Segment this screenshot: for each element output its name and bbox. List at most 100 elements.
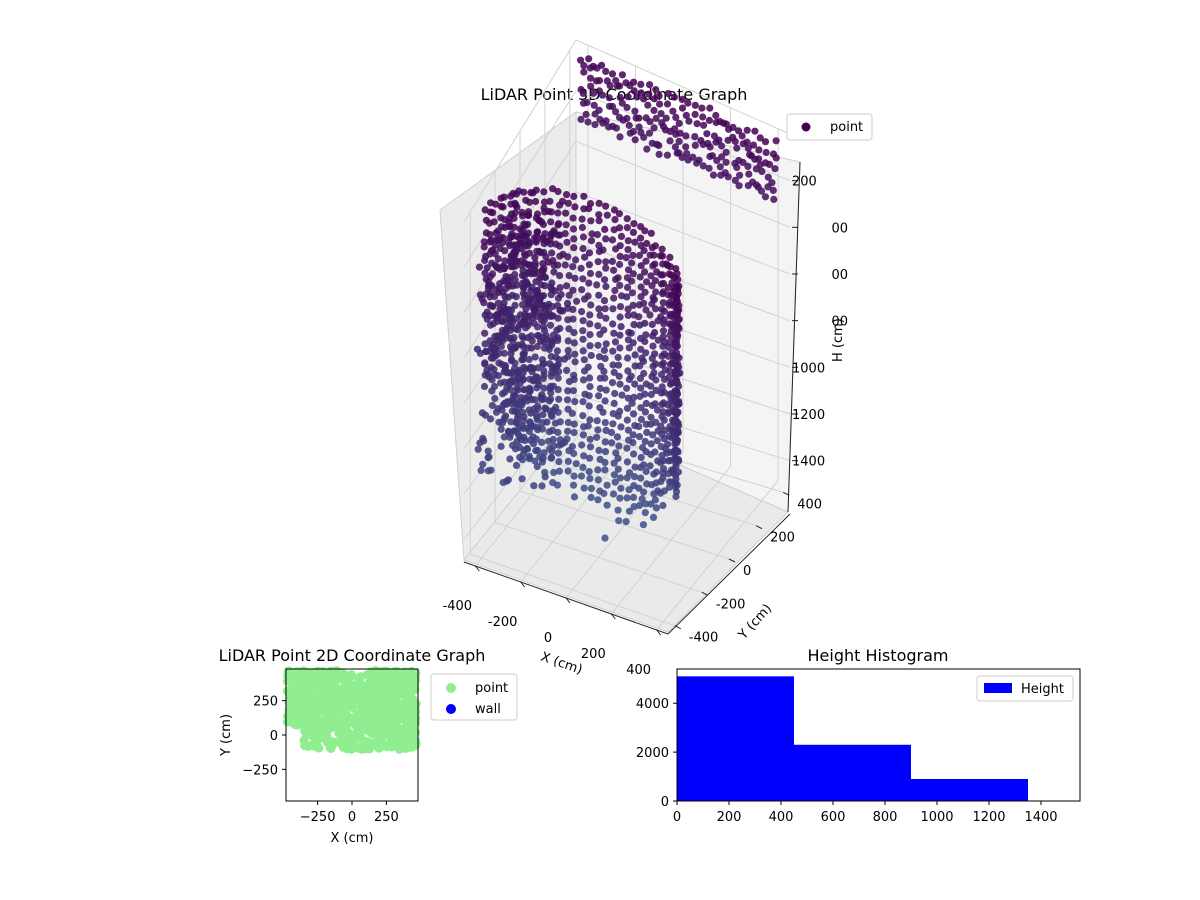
legend-2d-label-point: point <box>475 681 508 696</box>
scatter-point-3d <box>653 268 661 276</box>
scatter-point-3d <box>505 214 514 222</box>
scatter-point-3d <box>507 430 515 438</box>
scatter-point-3d <box>719 119 728 127</box>
scatter-point-2d <box>371 665 380 675</box>
scatter-point-3d <box>643 239 651 248</box>
scatter-point-3d <box>564 346 572 355</box>
scatter-point-3d <box>553 481 562 489</box>
scatter-point-2d <box>365 687 375 697</box>
grid-floor-x <box>656 480 779 631</box>
scatter-point-2d <box>374 735 384 745</box>
legend-3d-marker <box>801 122 811 132</box>
scatter-point-3d <box>602 67 610 75</box>
scatter-point-3d <box>641 268 649 276</box>
scatter-point-3d <box>572 256 580 264</box>
scatter-point-3d <box>590 89 598 97</box>
scatter-point-2d <box>322 683 332 693</box>
scatter-point-3d <box>534 323 542 331</box>
scatter-point-3d <box>623 293 631 301</box>
scatter-point-3d <box>502 400 511 408</box>
scatter-point-3d <box>666 137 674 145</box>
scatter-point-3d <box>632 114 640 122</box>
scatter-point-3d <box>501 388 509 396</box>
scatter-point-3d <box>624 246 632 254</box>
scatter-point-3d <box>626 129 634 137</box>
scatter-point-2d <box>320 734 329 744</box>
scatter-point-3d <box>648 401 656 410</box>
scatter-point-2d <box>410 674 420 684</box>
scatter-point-3d <box>494 299 502 307</box>
scatter-point-3d <box>664 291 672 299</box>
scatter-point-3d <box>691 110 699 118</box>
x-tick-label-2d: 250 <box>374 810 399 825</box>
scatter-point-3d <box>547 389 555 397</box>
grid-back-horiz <box>575 242 791 322</box>
scatter-point-3d <box>725 125 733 133</box>
scatter-point-3d <box>586 454 594 462</box>
scatter-point-3d <box>564 337 572 345</box>
scatter-point-3d <box>519 350 527 358</box>
scatter-point-3d <box>498 223 506 231</box>
scatter-point-3d <box>519 355 527 363</box>
scatter-point-3d <box>666 478 674 486</box>
scatter-point-3d <box>612 449 620 457</box>
scatter-point-3d <box>635 301 643 309</box>
scatter-point-3d <box>610 266 618 274</box>
scatter-point-3d <box>585 249 594 257</box>
scatter-point-3d <box>594 426 602 434</box>
scatter-point-3d <box>637 384 645 392</box>
scatter-point-2d <box>351 721 361 731</box>
scatter-point-3d <box>489 209 497 217</box>
scatter-point-2d <box>361 736 371 746</box>
scatter-point-3d <box>646 118 654 126</box>
scatter-point-3d <box>550 268 558 276</box>
scatter-point-3d <box>616 303 625 311</box>
scatter-point-3d <box>548 447 556 456</box>
scatter-point-3d <box>547 240 555 248</box>
scatter-point-3d <box>521 278 529 286</box>
scatter-point-3d <box>504 275 512 283</box>
y-tick-mark-3d <box>755 525 763 530</box>
scatter-point-3d <box>639 521 648 529</box>
scatter-point-3d <box>625 469 634 477</box>
scatter-point-3d <box>529 189 537 197</box>
scatter-point-3d <box>540 360 548 368</box>
scatter-point-3d <box>555 395 563 403</box>
scatter-point-3d <box>506 455 514 463</box>
scatter-point-3d <box>595 446 603 454</box>
scatter-point-3d <box>519 417 528 425</box>
scatter-point-3d <box>624 237 632 245</box>
scatter-point-3d <box>610 226 618 234</box>
scatter-point-3d <box>699 162 707 170</box>
scatter-point-3d <box>512 461 521 469</box>
scatter-point-3d <box>516 453 524 461</box>
scatter-point-3d <box>556 324 564 333</box>
scatter-point-3d <box>612 124 621 132</box>
scatter-point-2d <box>387 741 397 750</box>
scatter-point-3d <box>565 447 573 455</box>
scatter-point-3d <box>640 133 648 141</box>
legend-2d: point wall <box>430 673 518 721</box>
scatter-point-3d <box>519 267 527 275</box>
scatter-point-3d <box>616 474 625 482</box>
scatter-point-3d <box>586 320 594 328</box>
scatter-point-3d <box>490 382 499 391</box>
scatter-point-3d <box>573 297 581 305</box>
scatter-point-3d <box>602 202 610 210</box>
scatter-point-3d <box>605 123 613 131</box>
scatter-point-3d <box>608 257 617 265</box>
y-tick-mark-3d <box>674 625 682 630</box>
scatter-point-3d <box>586 331 594 339</box>
scatter-point-3d <box>526 239 534 247</box>
scatter-point-3d <box>700 121 708 129</box>
scatter-point-3d <box>554 360 562 369</box>
scatter-point-3d <box>586 74 595 82</box>
scatter-point-3d <box>600 297 609 305</box>
scatter-point-3d <box>623 274 632 282</box>
scatter-point-3d <box>579 89 587 97</box>
scatter-point-3d <box>761 193 770 201</box>
scatter-point-3d <box>564 316 572 324</box>
scatter-point-3d <box>616 252 624 260</box>
scatter-point-3d <box>611 338 620 346</box>
scatter-point-3d <box>547 218 555 226</box>
